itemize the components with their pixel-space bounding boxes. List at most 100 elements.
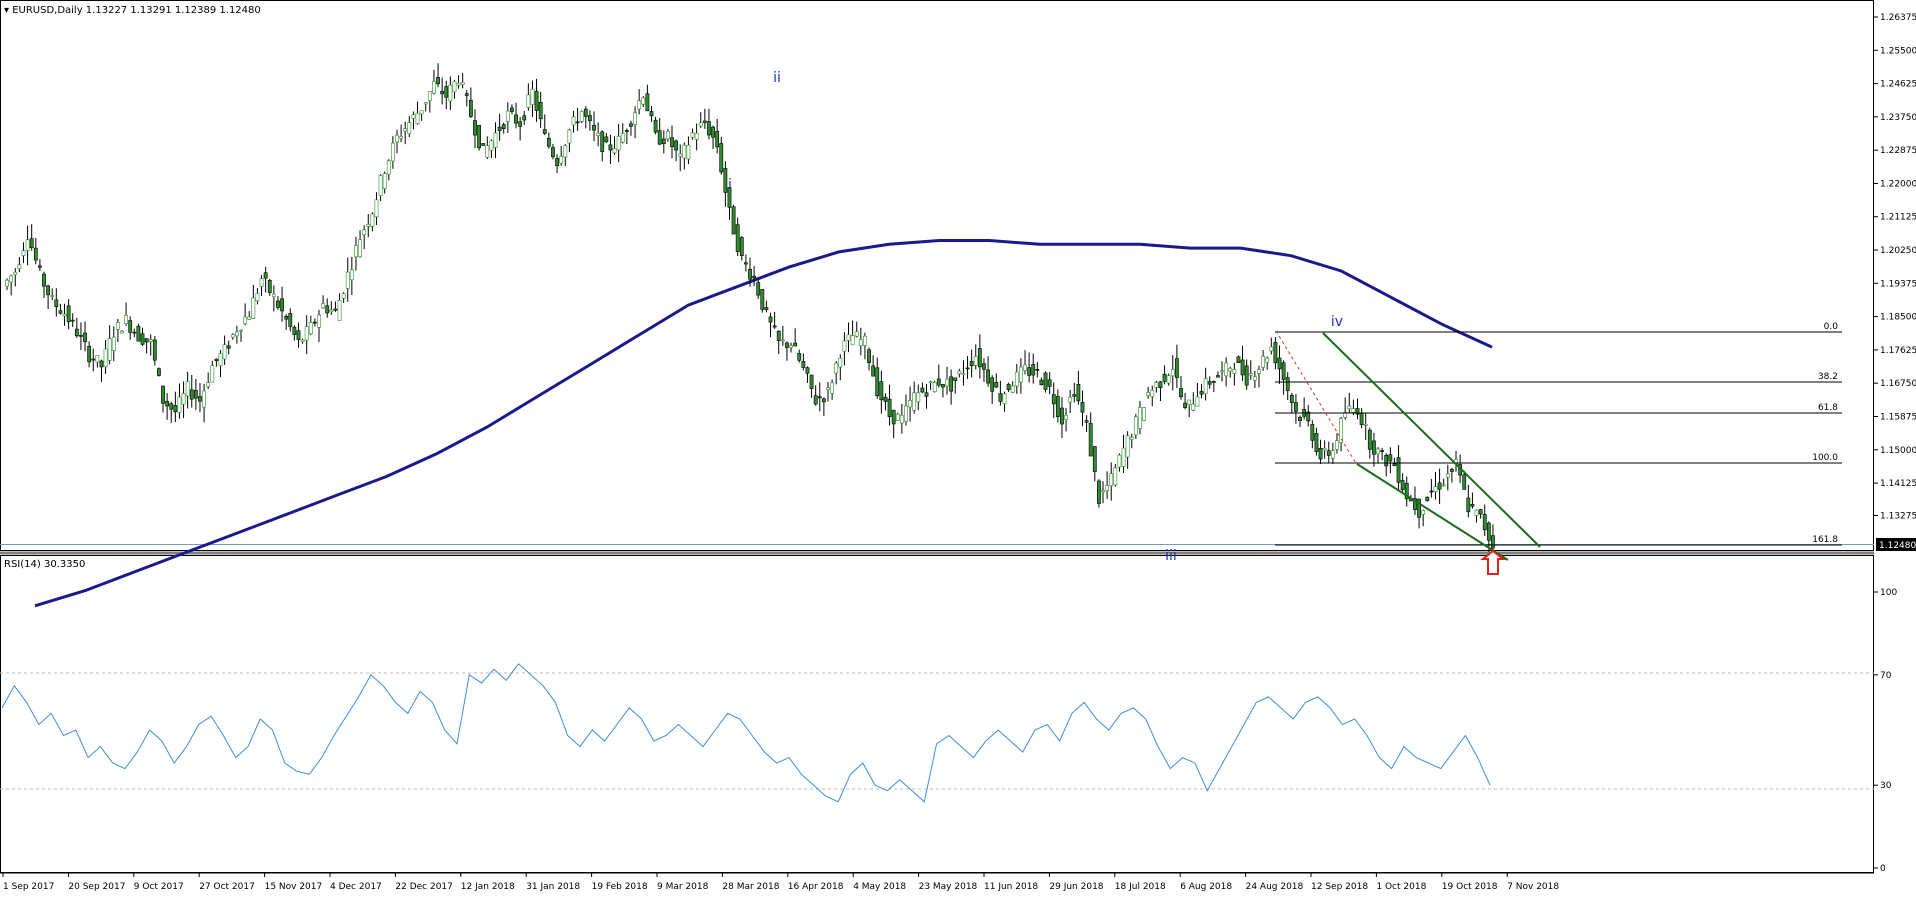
price-tick-label: 1.19375 xyxy=(1880,279,1916,289)
candle-body xyxy=(1043,372,1048,390)
candle-body xyxy=(329,309,334,312)
candle-body xyxy=(120,330,124,334)
candle-body xyxy=(645,93,650,112)
candle-body xyxy=(748,268,752,280)
candle-body xyxy=(189,389,194,400)
candle-body xyxy=(780,339,785,342)
candle-body xyxy=(1429,490,1434,493)
candle-body xyxy=(276,300,280,308)
rsi-axis: 100 70 30 0 xyxy=(1874,588,1897,874)
price-tick-label: 1.22000 xyxy=(1880,179,1916,189)
candle-body xyxy=(497,126,502,131)
candle-body xyxy=(1092,446,1097,472)
candle-body xyxy=(378,175,383,197)
candle-body xyxy=(534,90,539,111)
candle-body xyxy=(226,345,231,349)
price-tick-label: 1.14125 xyxy=(1880,479,1916,489)
candle-body xyxy=(161,385,165,404)
time-tick-label: 15 Nov 2017 xyxy=(265,882,323,892)
wave-label-iv: iv xyxy=(1331,314,1343,330)
candle-body xyxy=(920,387,925,393)
candle-body xyxy=(785,342,789,348)
candle-body xyxy=(448,84,453,102)
candle-body xyxy=(973,356,978,366)
candle-body xyxy=(1285,377,1290,391)
candle-body xyxy=(715,131,720,148)
symbol-label: ▾ EURUSD,Daily 1.13227 1.13291 1.12389 1… xyxy=(4,5,261,16)
candle-body xyxy=(366,224,371,227)
candle-body xyxy=(612,148,617,154)
candle-body xyxy=(1421,510,1426,515)
candle-body xyxy=(957,370,962,375)
candle-body xyxy=(308,322,313,335)
candle-body xyxy=(563,145,568,158)
candle-body xyxy=(452,80,457,93)
candle-body xyxy=(284,315,289,320)
candle-body xyxy=(214,358,219,362)
time-tick-label: 9 Mar 2018 xyxy=(657,882,709,892)
candle-body xyxy=(1326,450,1331,456)
candle-body xyxy=(103,348,108,368)
candle-body xyxy=(292,326,297,335)
price-tick-label: 1.21125 xyxy=(1880,213,1916,223)
candle-body xyxy=(230,334,235,338)
rsi-tick-label: 0 xyxy=(1880,864,1886,874)
candle-body xyxy=(280,298,284,312)
candle-body xyxy=(255,293,260,302)
candle-body xyxy=(690,132,695,138)
candle-body xyxy=(727,187,732,208)
candle-body xyxy=(1236,356,1241,363)
candle-body xyxy=(13,272,18,275)
candle-body xyxy=(9,275,14,283)
time-tick-label: 29 Jun 2018 xyxy=(1049,882,1103,892)
candle-body xyxy=(390,142,395,162)
candle-body xyxy=(1466,497,1471,513)
candle-body xyxy=(1002,393,1007,405)
candle-body xyxy=(1006,383,1011,390)
candle-body xyxy=(764,307,769,310)
candle-body xyxy=(891,409,896,425)
candle-body xyxy=(1191,403,1196,411)
candle-body xyxy=(115,322,120,330)
time-tick-label: 19 Oct 2018 xyxy=(1442,882,1498,892)
candle-body xyxy=(793,342,798,347)
candle-body xyxy=(641,97,646,105)
candle-body xyxy=(1023,364,1027,371)
candle-body xyxy=(941,384,945,388)
candle-body xyxy=(42,273,46,287)
candle-body xyxy=(1113,467,1118,486)
candle-body xyxy=(79,335,83,337)
candle-body xyxy=(871,365,876,377)
candle-body xyxy=(1055,396,1060,418)
candle-body xyxy=(1306,411,1311,422)
candle-body xyxy=(542,129,547,134)
candle-body xyxy=(1203,378,1208,394)
time-tick-label: 9 Oct 2017 xyxy=(134,882,184,892)
candle-body xyxy=(1437,482,1442,490)
candle-body xyxy=(1228,368,1233,372)
fibonacci-levels xyxy=(1275,330,1842,546)
candle-body xyxy=(374,199,379,218)
candle-body xyxy=(834,362,839,374)
candle-body xyxy=(986,369,990,384)
time-tick-label: 24 Aug 2018 xyxy=(1246,882,1304,892)
candle-body xyxy=(267,280,272,293)
candle-body xyxy=(846,334,851,341)
candle-body xyxy=(386,160,391,175)
candle-body xyxy=(341,293,346,299)
candle-body xyxy=(456,82,461,86)
candle-body xyxy=(698,122,703,127)
candle-body xyxy=(1117,454,1122,468)
candle-body xyxy=(1433,486,1438,493)
candle-body xyxy=(928,381,933,384)
price-tick-label: 1.15875 xyxy=(1880,412,1916,422)
candle-body xyxy=(674,140,679,151)
time-tick-label: 12 Jan 2018 xyxy=(461,882,515,892)
candle-body xyxy=(473,120,477,136)
candle-body xyxy=(526,94,531,108)
candle-body xyxy=(1355,408,1360,415)
time-tick-label: 22 Dec 2017 xyxy=(395,882,453,892)
candle-body xyxy=(5,279,9,287)
candle-body xyxy=(945,378,949,387)
